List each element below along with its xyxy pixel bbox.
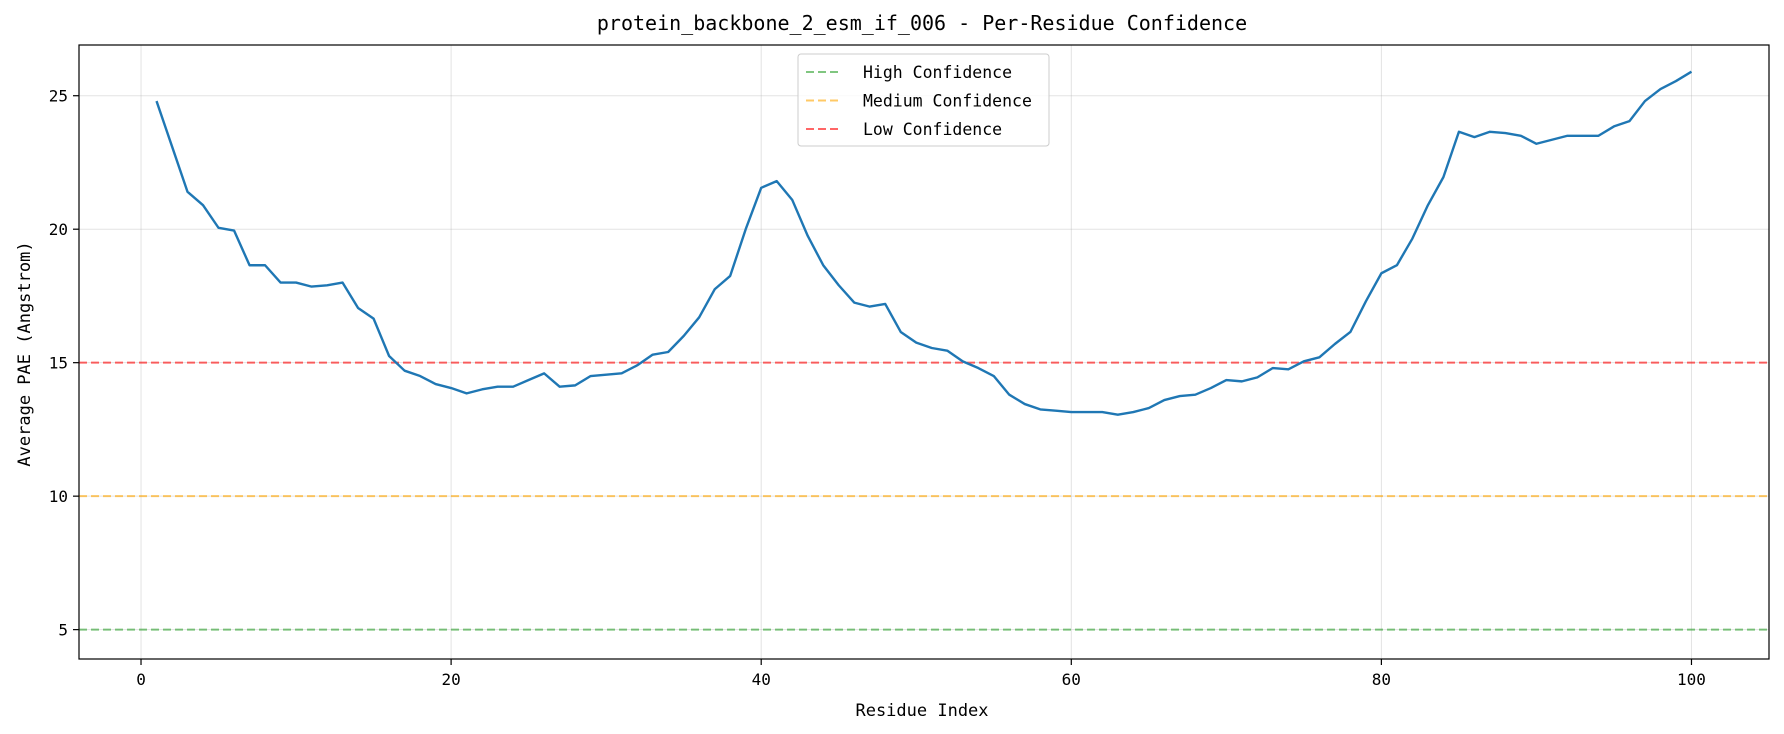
y-axis-label: Average PAE (Angstrom) (15, 241, 35, 466)
x-tick-label: 100 (1677, 670, 1706, 689)
y-tick-label: 20 (49, 220, 68, 239)
legend: High Confidence Medium Confidence Low Conf… (797, 53, 1050, 147)
legend-box (797, 53, 1050, 147)
x-tick-label: 20 (441, 670, 460, 689)
x-tick-label: 0 (136, 670, 146, 689)
chart-title: protein_backbone_2_esm_if_006 - Per-Resi… (597, 11, 1247, 35)
plot-frame (78, 44, 1770, 660)
y-tick-label: 5 (58, 621, 68, 640)
y-tick-label: 25 (49, 87, 68, 106)
legend-label: Low Confidence (863, 120, 1002, 139)
x-tick-label: 40 (752, 670, 771, 689)
y-tick-label: 15 (49, 354, 68, 373)
reference-lines (79, 361, 1769, 631)
axis-ticks: 0 20 40 60 80 100 5 10 15 20 25 (49, 87, 1706, 689)
y-tick-label: 10 (49, 487, 68, 506)
legend-label: Medium Confidence (863, 92, 1032, 111)
series-line (155, 70, 1693, 416)
x-axis-label: Residue Index (855, 701, 988, 721)
x-tick-label: 80 (1372, 670, 1391, 689)
legend-label: High Confidence (863, 63, 1012, 82)
x-tick-label: 60 (1062, 670, 1081, 689)
series-layer (155, 70, 1693, 416)
